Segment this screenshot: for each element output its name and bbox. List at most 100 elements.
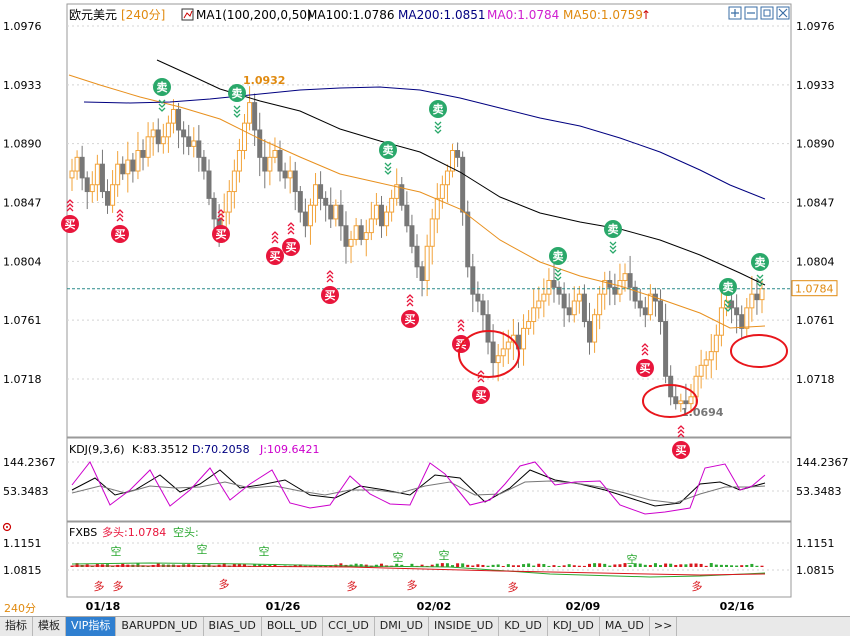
highlight-circle bbox=[642, 384, 698, 418]
period-label: [240分] bbox=[121, 8, 165, 22]
candle-body bbox=[678, 400, 684, 405]
candle-body bbox=[378, 204, 384, 227]
candle-body bbox=[541, 293, 547, 302]
fxbs-bar bbox=[664, 563, 668, 567]
sell-arrow-icon bbox=[609, 249, 617, 254]
fxbs-bar bbox=[243, 564, 246, 567]
candle-body bbox=[744, 307, 750, 329]
buy-arrow-icon bbox=[217, 217, 225, 222]
candle-body bbox=[79, 156, 85, 179]
buy-arrow-icon bbox=[287, 226, 295, 231]
candle-body bbox=[226, 191, 232, 213]
buy-signal-label: 买 bbox=[115, 228, 126, 241]
period-button[interactable]: 240分 bbox=[4, 602, 36, 615]
indicator-tab[interactable]: INSIDE_UD bbox=[429, 617, 500, 636]
buy-arrow-icon bbox=[116, 217, 124, 222]
fxbs-bar bbox=[466, 564, 470, 567]
candle-body bbox=[642, 307, 648, 316]
candle-body bbox=[627, 273, 633, 288]
candle-body bbox=[145, 136, 151, 158]
indicator-tab[interactable]: VIP指标 bbox=[66, 617, 117, 636]
sell-arrow-icon bbox=[756, 282, 764, 287]
settings-gear-icon[interactable] bbox=[2, 522, 12, 532]
indicator-tab[interactable]: BIAS_UD bbox=[204, 617, 262, 636]
fxbs-bar bbox=[75, 563, 79, 567]
candle-body bbox=[718, 307, 724, 336]
fxbs-bar bbox=[542, 564, 546, 567]
up-arrow-icon: ↑ bbox=[641, 8, 651, 22]
symbol-title: 欧元美元 bbox=[69, 8, 117, 22]
price-tick-right: 1.0976 bbox=[796, 20, 835, 33]
indicator-tab[interactable]: CCI_UD bbox=[323, 617, 375, 636]
candle-body bbox=[343, 225, 349, 247]
candle-body bbox=[444, 170, 450, 186]
fxbs-short-signal: 空 bbox=[259, 544, 270, 558]
indicator-tab[interactable]: KDJ_UD bbox=[548, 617, 600, 636]
fxbs-bar bbox=[633, 563, 637, 567]
buy-arrow-icon bbox=[287, 222, 295, 227]
candle-body bbox=[521, 327, 527, 350]
kdj-d-label: D:70.2058 bbox=[192, 443, 250, 456]
price-tick-left: 1.0804 bbox=[3, 255, 42, 268]
buy-signal-label: 买 bbox=[640, 362, 651, 375]
indicator-tab[interactable]: >> bbox=[650, 617, 678, 636]
fxbs-bar bbox=[420, 564, 424, 567]
price-tick-left: 1.0761 bbox=[3, 314, 42, 327]
sell-signal bbox=[751, 253, 769, 271]
indicator-tab[interactable]: 指标 bbox=[0, 617, 33, 636]
ma100-line bbox=[156, 59, 766, 286]
fxbs-bar bbox=[760, 565, 764, 567]
buy-arrow-icon bbox=[66, 207, 74, 212]
fxbs-bar bbox=[156, 563, 160, 567]
candle-body bbox=[282, 170, 288, 179]
indicator-tab[interactable]: KD_UD bbox=[499, 617, 548, 636]
restore-window-icon[interactable] bbox=[760, 6, 774, 20]
candle-body bbox=[297, 191, 303, 213]
indicator-tab[interactable]: BOLL_UD bbox=[262, 617, 324, 636]
kdj-tick-left: 144.2367 bbox=[3, 456, 56, 469]
date-tick: 02/09 bbox=[566, 600, 601, 613]
sell-arrow-icon bbox=[384, 166, 392, 171]
candle-body bbox=[368, 218, 374, 234]
zoom-out-icon[interactable] bbox=[744, 6, 758, 20]
price-tick-left: 1.0847 bbox=[3, 197, 42, 210]
fxbs-bar bbox=[222, 563, 226, 567]
candle-body bbox=[637, 300, 643, 309]
candle-body bbox=[247, 102, 253, 124]
zoom-in-icon[interactable] bbox=[728, 6, 742, 20]
candle-body bbox=[186, 136, 192, 147]
buy-signal bbox=[282, 238, 300, 256]
kdj-panel-frame bbox=[66, 437, 792, 522]
candle-body bbox=[130, 159, 136, 172]
candle-body bbox=[424, 245, 430, 281]
fxbs-bar bbox=[547, 565, 551, 567]
indicator-tab[interactable]: BARUPDN_UD bbox=[116, 617, 204, 636]
candle-body bbox=[252, 102, 258, 131]
close-panel-icon[interactable] bbox=[776, 6, 790, 20]
buy-signal bbox=[212, 225, 230, 243]
period-button-bg bbox=[0, 599, 46, 616]
fxbs-long-signal: 多 bbox=[347, 579, 358, 593]
indicator-tab[interactable]: MA_UD bbox=[600, 617, 650, 636]
candle-body bbox=[155, 129, 161, 145]
candle-body bbox=[703, 359, 709, 366]
sell-signal bbox=[379, 141, 397, 159]
candle-body bbox=[201, 156, 207, 172]
candle-body bbox=[287, 170, 293, 179]
ma0-label: MA0:1.0784 bbox=[487, 8, 559, 22]
indicator-tab[interactable]: DMI_UD bbox=[375, 617, 430, 636]
fxbs-bar bbox=[724, 564, 728, 567]
sell-arrow-icon bbox=[554, 268, 562, 273]
fxbs-bar bbox=[745, 564, 749, 567]
sell-signal-label: 卖 bbox=[433, 102, 444, 116]
candle-body bbox=[135, 150, 141, 172]
fxbs-bar bbox=[572, 565, 576, 567]
chart-canvas: 1.0976 1.0976 1.0933 1.0933 1.0890 1.0890 1.08… bbox=[0, 3, 849, 616]
candle-body bbox=[150, 129, 156, 138]
fxbs-tick-left: 1.0815 bbox=[3, 564, 42, 577]
buy-arrow-icon bbox=[641, 343, 649, 348]
indicator-tab[interactable]: 模板 bbox=[33, 617, 66, 636]
buy-signal-label: 买 bbox=[65, 218, 76, 231]
fxbs-tick-right: 1.0815 bbox=[796, 564, 835, 577]
buy-arrow-icon bbox=[66, 203, 74, 208]
